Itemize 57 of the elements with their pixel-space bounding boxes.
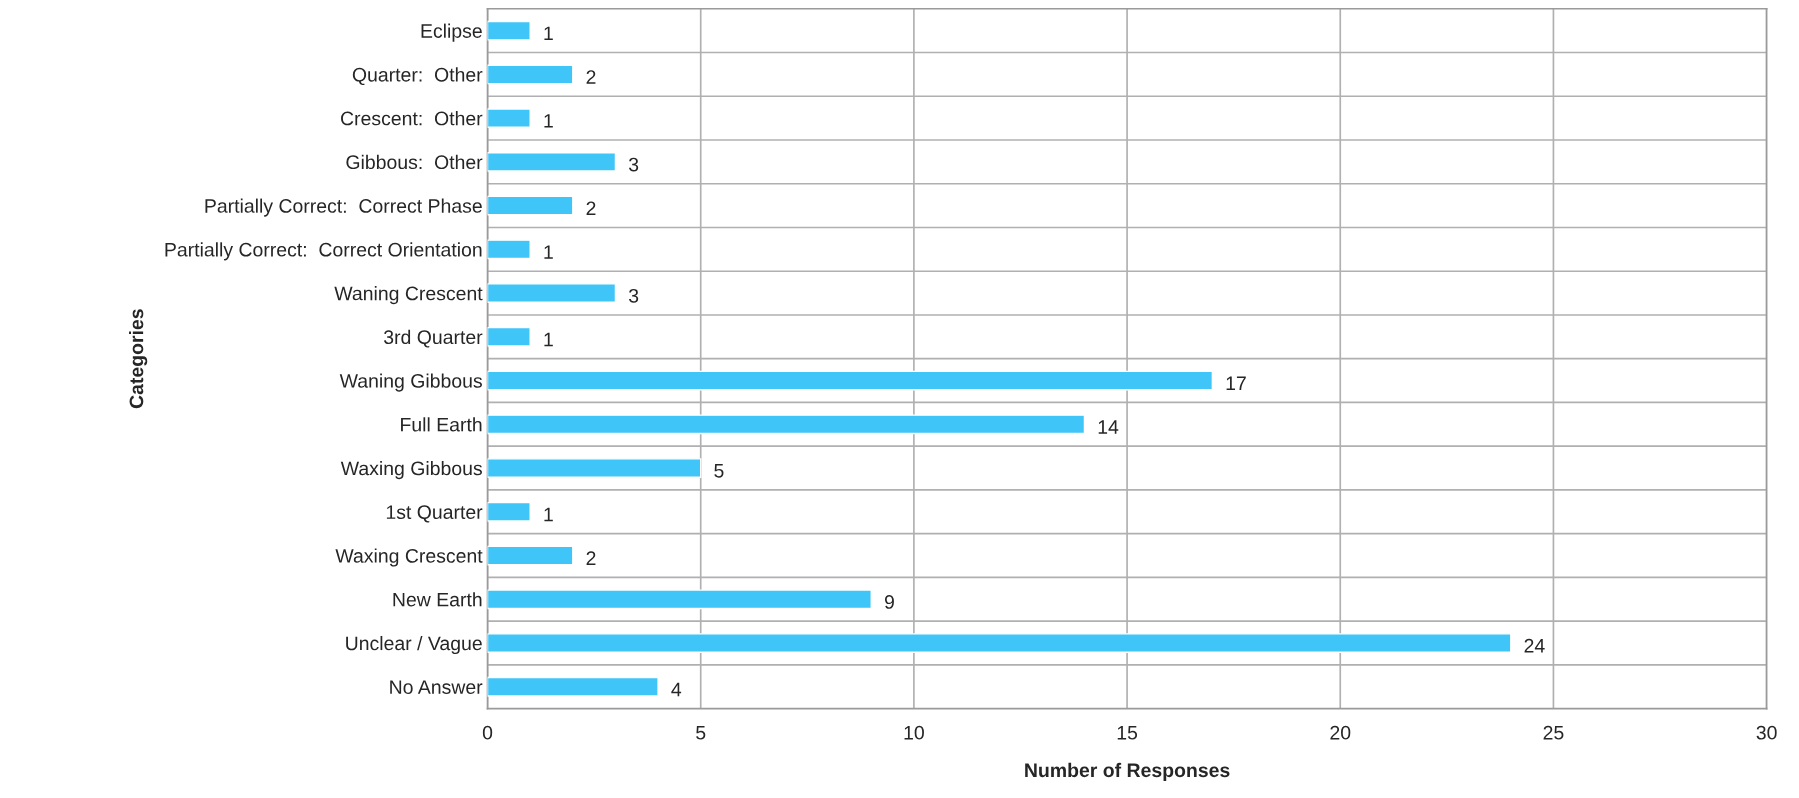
data-label: 1 [544,332,553,347]
bar [487,195,574,216]
data-label: 5 [714,464,724,478]
y-axis-title: Categories [129,309,148,409]
y-tick-label: Waxing Gibbous [340,461,482,480]
bar [487,326,531,347]
data-label: 14 [1098,420,1119,434]
x-tick-label: 25 [1543,725,1564,740]
data-label: 1 [544,26,553,41]
y-tick-label: Unclear / Vague [346,635,482,655]
bar [487,283,617,303]
x-tick-label: 5 [696,726,706,740]
y-tick-label: 1st Quarter [386,505,483,523]
bar [487,20,531,41]
bar [487,589,872,610]
y-tick-label: New Earth [393,592,482,607]
bar [487,370,1214,391]
y-tick-label: Gibbous: Other [346,154,483,170]
y-tick-label: Waxing Crescent [335,548,483,567]
y-tick-label: Partially Correct: Correct Phase [205,198,482,217]
data-label: 2 [586,201,596,216]
data-label: 24 [1524,638,1545,653]
bar [487,545,574,566]
x-tick-label: 30 [1756,725,1777,740]
x-tick-label: 0 [482,725,493,740]
data-label: 1 [544,507,553,522]
bar [487,151,617,172]
data-label: 17 [1226,376,1246,390]
bar [487,64,574,85]
bar [487,633,1512,653]
x-tick-label: 20 [1330,725,1351,740]
bar [487,458,702,478]
data-label: 3 [628,157,639,172]
bar [487,676,659,697]
bar [487,414,1086,435]
y-tick-label: Waning Crescent [334,286,483,305]
y-tick-label: Waning Gibbous [339,373,482,392]
bar [487,108,531,129]
y-tick-label: Partially Correct: Correct Orientation [165,242,482,261]
y-tick-label: Crescent: Other [341,111,483,126]
y-tick-label: Full Earth [401,417,482,432]
x-tick-label: 10 [904,725,924,740]
data-label: 3 [628,288,639,303]
data-label: 2 [586,70,596,84]
bar [487,239,531,260]
y-tick-label: Quarter: Other [352,67,483,86]
y-tick-label: Eclipse [421,23,482,42]
data-label: 1 [544,114,553,128]
x-axis-title: Number of Responses [1025,762,1230,781]
y-tick-label: No Answer [390,680,483,694]
data-label: 2 [586,551,596,565]
x-tick-label: 15 [1117,726,1138,740]
data-label: 9 [884,595,894,609]
bar [487,501,531,522]
y-tick-label: 3rd Quarter [383,329,483,348]
data-label: 4 [671,682,682,697]
data-label: 1 [544,245,553,259]
